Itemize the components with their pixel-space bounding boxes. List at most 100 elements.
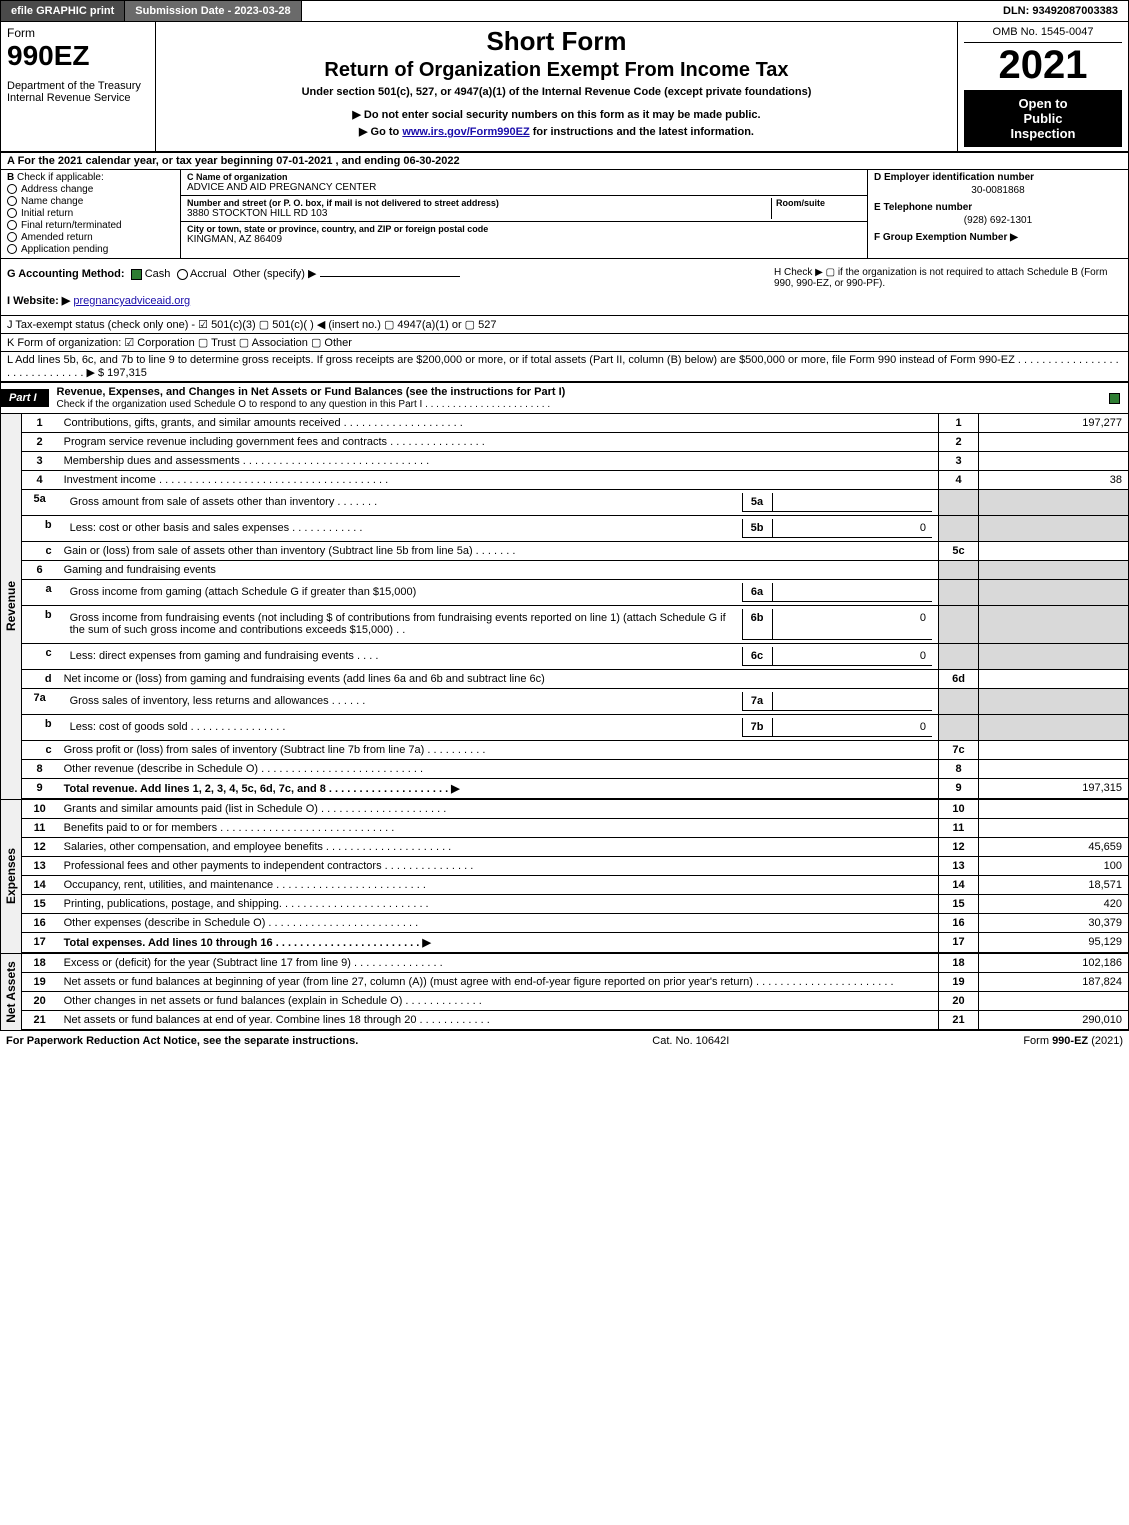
checkmark-icon — [1109, 393, 1120, 404]
form-header: Form 990EZ Department of the Treasury In… — [0, 22, 1129, 153]
section-i: I Website: ▶ pregnancyadviceaid.org — [7, 294, 762, 307]
revenue-section: Revenue 1Contributions, gifts, grants, a… — [0, 414, 1129, 800]
part1-checkbox[interactable] — [1101, 389, 1128, 407]
table-row: bGross income from fundraising events (n… — [22, 606, 1129, 644]
d-label: D Employer identification number — [874, 172, 1122, 183]
open-line3: Inspection — [968, 126, 1118, 141]
i-label: I Website: ▶ — [7, 295, 70, 307]
chk-amended-return[interactable]: Amended return — [7, 232, 174, 243]
f-label: F Group Exemption Number ▶ — [874, 232, 1122, 243]
g-cash: Cash — [145, 268, 171, 280]
section-b: B Check if applicable: Address change Na… — [1, 170, 181, 258]
part1-label: Part I — [1, 389, 49, 407]
netassets-vlabel: Net Assets — [0, 954, 22, 1030]
org-block: C Name of organization ADVICE AND AID PR… — [181, 170, 868, 258]
section-k: K Form of organization: ☑ Corporation ▢ … — [0, 334, 1129, 352]
expenses-table: 10Grants and similar amounts paid (list … — [22, 800, 1129, 953]
org-address: 3880 STOCKTON HILL RD 103 — [187, 208, 771, 219]
section-h: H Check ▶ ▢ if the organization is not r… — [768, 259, 1128, 315]
table-row: aGross income from gaming (attach Schedu… — [22, 580, 1129, 606]
g-label: G Accounting Method: — [7, 268, 125, 280]
table-row: dNet income or (loss) from gaming and fu… — [22, 669, 1129, 688]
tax-year: 2021 — [964, 43, 1122, 88]
omb-number: OMB No. 1545-0047 — [964, 26, 1122, 43]
table-row: 15Printing, publications, postage, and s… — [22, 894, 1129, 913]
org-addr-line: Number and street (or P. O. box, if mail… — [181, 196, 867, 222]
open-line1: Open to — [968, 96, 1118, 111]
l-amount: 197,315 — [107, 367, 147, 379]
subtitle-ssn: ▶ Do not enter social security numbers o… — [164, 108, 949, 121]
ein-value: 30-0081868 — [874, 185, 1122, 196]
revenue-table: 1Contributions, gifts, grants, and simil… — [22, 414, 1129, 799]
table-row: 19Net assets or fund balances at beginni… — [22, 972, 1129, 991]
gh-row: G Accounting Method: Cash Accrual Other … — [0, 259, 1129, 316]
form-word: Form — [7, 26, 149, 40]
table-row: 20Other changes in net assets or fund ba… — [22, 991, 1129, 1010]
open-line2: Public — [968, 111, 1118, 126]
table-row: 4Investment income . . . . . . . . . . .… — [22, 471, 1129, 490]
org-name: ADVICE AND AID PREGNANCY CENTER — [187, 182, 861, 193]
table-row: bLess: cost of goods sold . . . . . . . … — [22, 714, 1129, 740]
table-row: 17Total expenses. Add lines 10 through 1… — [22, 932, 1129, 952]
website-link[interactable]: pregnancyadviceaid.org — [73, 295, 190, 307]
revenue-vlabel: Revenue — [0, 414, 22, 799]
irs-label: Internal Revenue Service — [7, 92, 149, 104]
dln-label: DLN: 93492087003383 — [993, 1, 1128, 21]
table-row: 8Other revenue (describe in Schedule O) … — [22, 759, 1129, 778]
org-name-line: C Name of organization ADVICE AND AID PR… — [181, 170, 867, 196]
table-row: 14Occupancy, rent, utilities, and mainte… — [22, 875, 1129, 894]
part1-title: Revenue, Expenses, and Changes in Net As… — [57, 386, 566, 398]
city-label: City or town, state or province, country… — [187, 224, 861, 234]
g-accrual: Accrual — [190, 268, 227, 280]
table-row: 18Excess or (deficit) for the year (Subt… — [22, 954, 1129, 973]
table-row: 3Membership dues and assessments . . . .… — [22, 452, 1129, 471]
efile-print-button[interactable]: efile GRAPHIC print — [1, 1, 125, 21]
table-row: 1Contributions, gifts, grants, and simil… — [22, 414, 1129, 433]
chk-address-change[interactable]: Address change — [7, 184, 174, 195]
table-row: 21Net assets or fund balances at end of … — [22, 1010, 1129, 1029]
topbar: efile GRAPHIC print Submission Date - 20… — [0, 0, 1129, 22]
title-return: Return of Organization Exempt From Incom… — [164, 59, 949, 82]
e-label: E Telephone number — [874, 202, 1122, 213]
irs-link[interactable]: www.irs.gov/Form990EZ — [402, 126, 529, 138]
section-a: A For the 2021 calendar year, or tax yea… — [0, 153, 1129, 170]
cash-checkbox-icon — [131, 269, 142, 280]
b-label: Check if applicable: — [17, 172, 104, 183]
chk-name-change[interactable]: Name change — [7, 196, 174, 207]
part1-checkline: Check if the organization used Schedule … — [57, 399, 551, 410]
open-to-public-box: Open to Public Inspection — [964, 90, 1122, 147]
table-row: 6Gaming and fundraising events — [22, 561, 1129, 580]
part1-title-wrap: Revenue, Expenses, and Changes in Net As… — [49, 383, 1101, 413]
l-text: L Add lines 5b, 6c, and 7b to line 9 to … — [7, 354, 1119, 379]
expenses-vlabel: Expenses — [0, 800, 22, 953]
expenses-section: Expenses 10Grants and similar amounts pa… — [0, 800, 1129, 954]
chk-initial-return[interactable]: Initial return — [7, 208, 174, 219]
section-g: G Accounting Method: Cash Accrual Other … — [1, 259, 768, 315]
header-left: Form 990EZ Department of the Treasury In… — [1, 22, 156, 151]
footer-left: For Paperwork Reduction Act Notice, see … — [6, 1035, 358, 1047]
subtitle-goto: ▶ Go to www.irs.gov/Form990EZ for instru… — [164, 125, 949, 138]
table-row: 7aGross sales of inventory, less returns… — [22, 688, 1129, 714]
page-footer: For Paperwork Reduction Act Notice, see … — [0, 1031, 1129, 1051]
footer-right: Form 990-EZ (2021) — [1023, 1035, 1123, 1047]
table-row: bLess: cost or other basis and sales exp… — [22, 516, 1129, 542]
section-j: J Tax-exempt status (check only one) - ☑… — [0, 316, 1129, 334]
table-row: 11Benefits paid to or for members . . . … — [22, 818, 1129, 837]
dept-treasury: Department of the Treasury — [7, 80, 149, 92]
addr-label: Number and street (or P. O. box, if mail… — [187, 198, 771, 208]
header-center: Short Form Return of Organization Exempt… — [156, 22, 958, 151]
table-row: 2Program service revenue including gover… — [22, 433, 1129, 452]
c-label: C Name of organization — [187, 172, 861, 182]
chk-final-return[interactable]: Final return/terminated — [7, 220, 174, 231]
topbar-spacer — [302, 1, 993, 21]
submission-date-button[interactable]: Submission Date - 2023-03-28 — [125, 1, 301, 21]
section-l: L Add lines 5b, 6c, and 7b to line 9 to … — [0, 352, 1129, 382]
form-number: 990EZ — [7, 40, 149, 72]
table-row: cLess: direct expenses from gaming and f… — [22, 643, 1129, 669]
chk-application-pending[interactable]: Application pending — [7, 244, 174, 255]
accrual-checkbox-icon — [177, 269, 188, 280]
netassets-table: 18Excess or (deficit) for the year (Subt… — [22, 954, 1129, 1030]
phone-value: (928) 692-1301 — [874, 215, 1122, 226]
org-city-line: City or town, state or province, country… — [181, 222, 867, 247]
g-other: Other (specify) ▶ — [233, 268, 317, 280]
